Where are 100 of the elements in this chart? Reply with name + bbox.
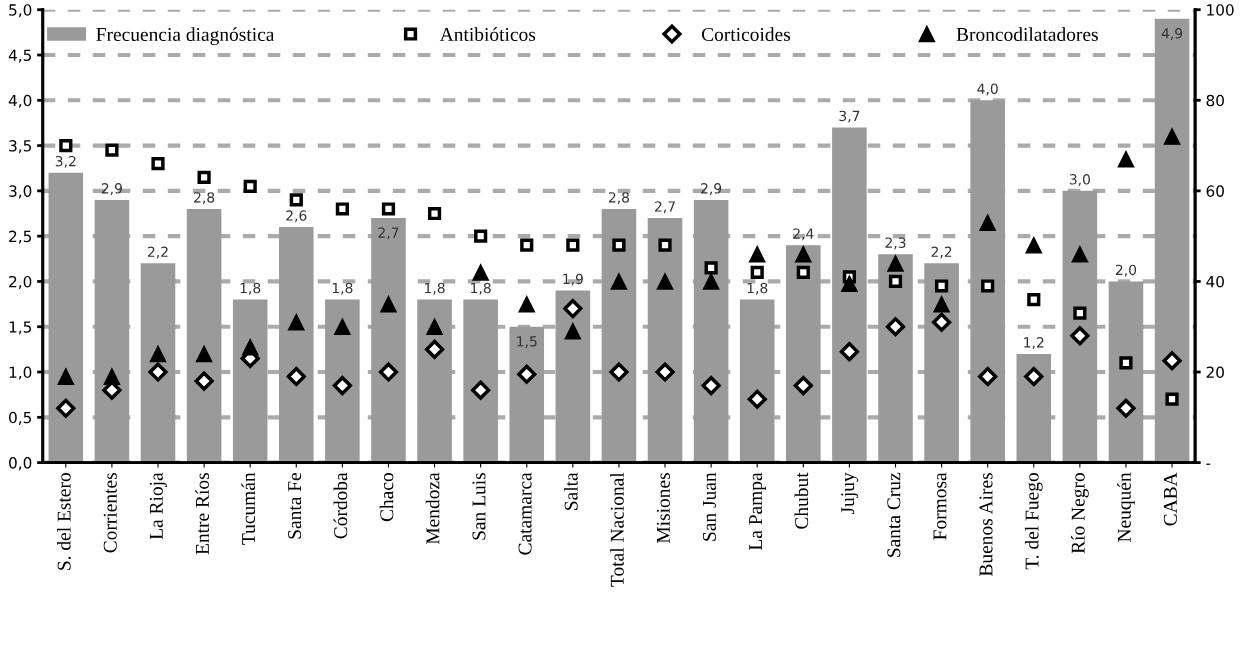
y-tick-label: 0,0: [9, 457, 32, 471]
bar: [417, 299, 452, 463]
y2-tick-label: 40: [1206, 275, 1224, 288]
bar: [878, 254, 913, 463]
point: [885, 317, 906, 337]
x-tick-label: T. del Fuego: [1024, 473, 1043, 570]
point: [424, 339, 445, 359]
point: [105, 143, 119, 157]
data-label: 1,8: [471, 282, 491, 295]
x-tick-label: CABA: [1163, 472, 1177, 526]
data-label: 2,4: [793, 228, 814, 241]
data-label: 4,9: [1161, 28, 1183, 40]
point: [517, 364, 537, 384]
bar: [232, 299, 268, 463]
point: [656, 273, 674, 290]
point: [518, 295, 536, 313]
point: [609, 362, 629, 382]
point: [610, 273, 628, 290]
point: [612, 238, 626, 252]
point: [702, 273, 720, 290]
x-tick-label: Santa Cruz: [887, 472, 901, 557]
point: [194, 371, 214, 391]
point: [1027, 292, 1041, 307]
data-label: 4,0: [977, 83, 998, 96]
point: [794, 245, 812, 263]
point: [197, 170, 211, 184]
x-tick-label: San Luis: [472, 473, 486, 540]
y-tick-label: 2,0: [9, 275, 32, 290]
x-tick-label: La Rioja: [149, 472, 167, 540]
bar: [693, 199, 729, 463]
point: [57, 368, 75, 385]
bar: [279, 227, 314, 463]
x-tick-label: Catamarca: [518, 472, 532, 555]
point: [103, 368, 121, 385]
point: [978, 366, 998, 387]
point: [1070, 326, 1090, 346]
point: [566, 238, 580, 252]
x-tick-label: Total Nacional: [610, 472, 624, 587]
point: [335, 202, 349, 216]
point: [1163, 128, 1181, 145]
point: [1073, 306, 1087, 320]
bar: [1154, 18, 1190, 463]
point: [151, 157, 165, 171]
legend-label: Antibióticos: [439, 27, 536, 42]
data-label: 2,8: [608, 192, 630, 205]
y-tick-label: 3,5: [9, 140, 32, 154]
point: [933, 295, 950, 313]
x-tick-label: Salta: [564, 472, 578, 510]
bar: [1062, 190, 1098, 463]
data-label: 2,0: [1115, 264, 1137, 277]
point: [426, 318, 443, 336]
bar: [555, 290, 591, 463]
point: [56, 398, 76, 418]
x-tick-label: Mendoza: [425, 472, 440, 545]
bar: [786, 245, 821, 463]
point: [287, 313, 305, 331]
y2-tick-label: 80: [1206, 94, 1224, 107]
point: [747, 389, 767, 409]
point: [195, 345, 213, 363]
point: [471, 380, 491, 400]
x-tick-label: Entre Ríos: [195, 473, 209, 555]
legend-label: Broncodilatadores: [956, 27, 1098, 42]
point: [934, 279, 949, 293]
point: [841, 275, 858, 293]
data-label: 2,3: [885, 237, 906, 250]
y2-tick-label: 60: [1206, 185, 1224, 197]
bar: [601, 208, 637, 463]
bar: [1108, 281, 1144, 463]
x-tick-label: Chubut: [794, 472, 809, 529]
data-label: 2,7: [378, 227, 399, 240]
point: [1117, 150, 1135, 168]
bar: [1016, 353, 1052, 463]
point: [655, 362, 675, 382]
x-tick-label: San Juan: [702, 472, 716, 541]
point: [332, 376, 352, 396]
x-tick-label: Jujuy: [841, 472, 859, 515]
point: [474, 229, 488, 243]
data-label: 3,2: [55, 155, 76, 168]
data-label: 2,9: [701, 183, 722, 196]
point: [658, 238, 672, 252]
x-tick-label: Misiones: [656, 473, 670, 544]
data-label: 1,8: [332, 282, 353, 295]
y2-tick-label: 100: [1207, 4, 1234, 16]
point: [1116, 398, 1136, 418]
point: [887, 254, 904, 272]
data-label: 3,0: [1069, 174, 1090, 186]
data-label: 1,8: [747, 282, 768, 295]
point: [286, 366, 306, 387]
point: [1024, 366, 1044, 387]
point: [427, 206, 442, 221]
data-label: 1,2: [1024, 337, 1044, 350]
x-tick-label: Santa Fe: [288, 473, 302, 539]
point: [1025, 236, 1043, 254]
point: [796, 265, 810, 279]
point: [241, 338, 259, 356]
point: [564, 322, 582, 340]
legend-label: Corticoides: [701, 27, 791, 42]
bar: [463, 299, 498, 463]
y-tick-label: 1,5: [9, 321, 32, 335]
bar: [509, 326, 545, 463]
